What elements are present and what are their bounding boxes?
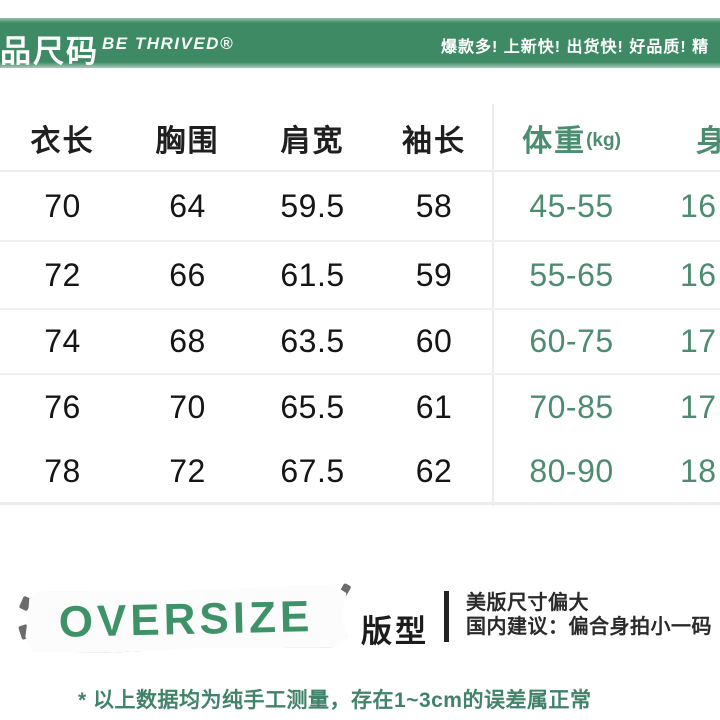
cell-shoulder: 61.5 <box>280 256 345 293</box>
cell-garment-length: 70 <box>44 187 81 224</box>
banner-title-cn: 品尺码 <box>0 34 99 69</box>
cell-chest: 66 <box>169 256 206 293</box>
oversize-badge: OVERSIZE <box>24 584 347 654</box>
cell-shoulder: 67.5 <box>280 452 345 489</box>
table-row: 78 72 67.5 62 80-90 18 <box>0 440 720 505</box>
cell-chest: 72 <box>169 452 206 489</box>
table-row: 72 66 61.5 59 55-65 16 <box>0 242 720 310</box>
header-banner: 品尺码 BE THRIVED® 爆款多! 上新快! 出货快! 好品质! 精 <box>0 18 720 69</box>
cell-sleeve: 62 <box>415 452 453 489</box>
cell-height: 18 <box>680 452 717 489</box>
table-row: 76 70 65.5 61 70-85 17 <box>0 375 720 440</box>
banner-slogan: 爆款多! 上新快! 出货快! 好品质! 精 <box>441 39 710 56</box>
cell-garment-length: 74 <box>44 323 81 359</box>
brand-logo-text: BE THRIVED® <box>102 34 234 53</box>
cell-shoulder: 65.5 <box>280 389 345 425</box>
cell-sleeve: 58 <box>415 187 453 224</box>
cell-height: 17 <box>680 389 717 425</box>
cell-weight: 80-90 <box>529 452 614 489</box>
col-header-weight-label: 体重 <box>522 124 587 158</box>
col-header-chest: 胸围 <box>155 124 220 158</box>
col-header-weight-unit: (kg) <box>586 129 621 151</box>
cell-weight: 55-65 <box>529 256 614 293</box>
cell-weight: 45-55 <box>529 187 614 224</box>
cell-garment-length: 76 <box>44 389 81 425</box>
cell-weight: 70-85 <box>529 389 614 425</box>
fit-note-line2: 国内建议：偏合身拍小一码 <box>466 616 712 638</box>
cell-height: 17 <box>680 323 717 359</box>
measurement-disclaimer: * 以上数据均为纯手工测量，存在1~3cm的误差属正常 <box>78 689 592 712</box>
table-row: 74 68 63.5 60 60-75 17 <box>0 310 720 375</box>
cell-chest: 70 <box>169 389 206 425</box>
table-row: 70 64 59.5 58 45-55 16 <box>0 172 720 242</box>
oversize-badge-text: OVERSIZE <box>58 591 314 647</box>
fit-notes: 美版尺寸偏大 国内建议：偏合身拍小一码 <box>466 591 712 639</box>
col-header-shoulder: 肩宽 <box>280 124 345 158</box>
col-header-weight: 体重 (kg) <box>493 116 650 160</box>
fit-note-line1: 美版尺寸偏大 <box>466 592 589 614</box>
cell-sleeve: 60 <box>415 323 453 359</box>
fit-type-label: 版型 <box>361 614 429 649</box>
cell-height: 16 <box>680 187 717 224</box>
table-column-divider <box>492 104 494 506</box>
fit-divider-bar <box>444 591 449 642</box>
cell-garment-length: 72 <box>44 256 81 293</box>
cell-sleeve: 59 <box>415 256 453 293</box>
col-header-height: 身 <box>696 124 720 158</box>
cell-weight: 60-75 <box>529 323 614 359</box>
cell-chest: 64 <box>169 187 206 224</box>
col-header-garment-length: 衣长 <box>30 124 95 158</box>
col-header-sleeve: 袖长 <box>402 124 466 158</box>
table-header-row: 衣长 胸围 肩宽 袖长 体重 (kg) 身 <box>0 105 720 172</box>
cell-chest: 68 <box>169 323 206 359</box>
cell-garment-length: 78 <box>44 452 81 489</box>
cell-shoulder: 63.5 <box>280 323 345 359</box>
cell-shoulder: 59.5 <box>280 187 345 224</box>
cell-sleeve: 61 <box>415 389 453 425</box>
cell-height: 16 <box>680 256 717 293</box>
size-table: 衣长 胸围 肩宽 袖长 体重 (kg) 身 70 64 59.5 58 45-55… <box>0 105 720 505</box>
